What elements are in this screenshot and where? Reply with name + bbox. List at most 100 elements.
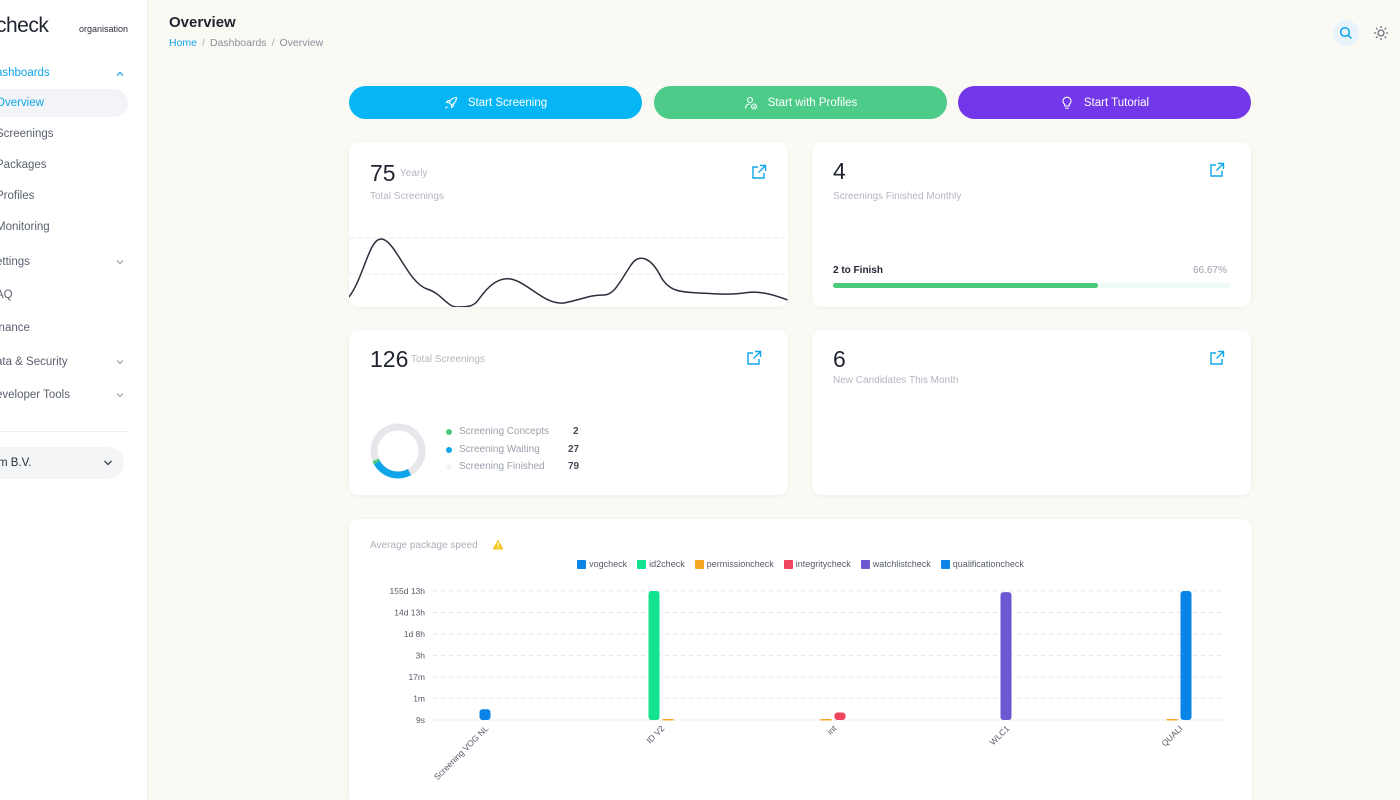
chevron-down-icon	[104, 460, 112, 466]
bar-qualificationcheck[interactable]	[1180, 591, 1192, 720]
monthly-label: Screenings Finished Monthly	[833, 191, 962, 202]
monthly-screenings-card: 4 Screenings Finished Monthly 2 to Finis…	[812, 142, 1251, 307]
app-logo: check	[0, 14, 49, 37]
sidebar-item-label: eveloper Tools	[0, 389, 70, 401]
bar-watchlistcheck[interactable]	[1000, 592, 1012, 720]
legend-concepts: Screening Concepts	[459, 426, 550, 437]
page-title: Overview	[169, 14, 236, 31]
sidebar-item-label: ata & Security	[0, 356, 68, 368]
sidebar-item-settings[interactable]: ettings	[0, 256, 30, 268]
legend-finished: Screening Finished	[459, 461, 545, 472]
sun-icon	[1374, 26, 1388, 40]
bar-vogcheck[interactable]	[479, 709, 491, 720]
legend-label: id2check	[649, 559, 685, 569]
chevron-down-icon[interactable]	[116, 391, 124, 399]
breadcrumb-current: Overview	[279, 37, 324, 49]
sidebar-item-label: Packages	[0, 159, 47, 171]
yearly-screenings-value: 75	[370, 160, 396, 186]
legend-swatch	[783, 559, 793, 569]
chart-legend: vogcheck id2check permissioncheck integrity…	[349, 559, 1252, 569]
donut-segment-waiting	[370, 423, 426, 479]
sidebar-item-label: ashboards	[0, 67, 50, 79]
total-label: Total Screenings	[411, 354, 485, 365]
legend-dot-concepts	[446, 429, 452, 435]
chevron-down-icon[interactable]	[116, 258, 124, 266]
user-check-icon	[744, 96, 757, 110]
package-speed-chart: 155d 13h 14d 13h 1d 8h 3h 17m 1m 9s Screening V…	[390, 586, 1221, 782]
progress-bar-fill	[833, 283, 1099, 288]
start-tutorial-label: Start Tutorial	[1083, 96, 1150, 109]
legend-concepts-value: 2	[573, 426, 579, 437]
bar-permissioncheck[interactable]	[1166, 719, 1178, 721]
legend-dot-finished	[446, 464, 452, 470]
y-tick-label: 3h	[416, 651, 426, 661]
total-screenings-card: 126 Total Screenings Screening Concepts …	[349, 330, 788, 495]
package-speed-title: Average package speed	[370, 540, 478, 551]
sidebar-item-faq[interactable]: AQ	[0, 289, 13, 301]
new-candidates-card: 6 New Candidates This Month	[812, 330, 1251, 495]
x-tick-label: int	[825, 723, 839, 737]
external-link-icon[interactable]	[1208, 349, 1226, 367]
rocket-icon	[444, 96, 457, 109]
legend-swatch	[860, 559, 870, 569]
bar-permissioncheck[interactable]	[820, 719, 832, 721]
legend-label: permissioncheck	[706, 559, 774, 569]
start-screening-button[interactable]: Start Screening	[349, 86, 642, 119]
sidebar-item-packages[interactable]: Packages	[0, 159, 47, 171]
sidebar-item-monitoring[interactable]: Monitoring	[0, 221, 50, 233]
legend-swatch	[637, 559, 647, 569]
sidebar-item-label: inance	[0, 322, 30, 334]
chevron-down-icon[interactable]	[116, 358, 124, 366]
legend-label: watchlistcheck	[872, 559, 931, 569]
yearly-label: Total Screenings	[370, 191, 444, 202]
search-button[interactable]	[1333, 20, 1359, 46]
yearly-sparkline	[349, 237, 788, 307]
start-tutorial-button[interactable]: Start Tutorial	[958, 86, 1251, 119]
progress-percent: 66.67%	[1193, 265, 1227, 276]
sidebar-item-label: Monitoring	[0, 221, 50, 233]
sidebar-divider	[0, 431, 128, 432]
sidebar-item-data-security[interactable]: ata & Security	[0, 356, 68, 368]
legend-item-watchlistcheck[interactable]: watchlistcheck	[860, 559, 931, 569]
progress-bar	[833, 283, 1231, 288]
y-tick-label: 1d 8h	[404, 629, 426, 639]
legend-waiting-value: 27	[568, 444, 580, 455]
sidebar-item-label: ettings	[0, 256, 30, 268]
external-link-icon[interactable]	[750, 163, 768, 181]
warning-icon	[492, 539, 504, 550]
organisation-select[interactable]: m B.V.	[0, 447, 124, 479]
sidebar-item-overview[interactable]: Overview	[0, 89, 128, 117]
bar-permissioncheck[interactable]	[662, 719, 674, 721]
organisation-select-label: m B.V.	[0, 457, 32, 469]
legend-swatch	[940, 559, 950, 569]
theme-toggle-button[interactable]	[1372, 24, 1390, 42]
legend-dot-waiting	[446, 447, 452, 453]
progress-label: 2 to Finish	[833, 265, 883, 276]
start-with-profiles-button[interactable]: Start with Profiles	[654, 86, 947, 119]
sidebar: check organisation ashboards Overview Sc…	[0, 0, 148, 800]
sidebar-item-screenings[interactable]: Screenings	[0, 128, 54, 140]
x-tick-label: ID V2	[644, 723, 666, 745]
breadcrumb-home[interactable]: Home	[169, 37, 198, 49]
sidebar-item-profiles[interactable]: Profiles	[0, 190, 34, 202]
legend-item-permissioncheck[interactable]: permissioncheck	[694, 559, 774, 569]
sidebar-item-finance[interactable]: inance	[0, 322, 30, 334]
bar-integritycheck[interactable]	[834, 712, 846, 720]
lightbulb-icon	[1062, 96, 1072, 109]
bar-id2check[interactable]	[648, 591, 660, 720]
external-link-icon[interactable]	[1208, 161, 1226, 179]
x-tick-label: WLC1	[988, 723, 1012, 747]
legend-item-vogcheck[interactable]: vogcheck	[577, 559, 627, 569]
legend-item-integritycheck[interactable]: integritycheck	[783, 559, 851, 569]
sidebar-item-dashboards[interactable]: ashboards	[0, 67, 50, 79]
package-speed-card: Average package speed vogcheck id2check pe…	[349, 519, 1252, 800]
candidates-label: New Candidates This Month	[833, 375, 959, 386]
chevron-up-icon[interactable]	[116, 70, 124, 78]
legend-item-qualificationcheck[interactable]: qualificationcheck	[940, 559, 1024, 569]
sidebar-item-developer-tools[interactable]: eveloper Tools	[0, 389, 70, 401]
external-link-icon[interactable]	[745, 349, 763, 367]
sidebar-item-label: Overview	[0, 97, 44, 109]
legend-item-id2check[interactable]: id2check	[637, 559, 685, 569]
breadcrumb-dashboards[interactable]: Dashboards	[209, 37, 267, 49]
legend-swatch	[577, 559, 587, 569]
